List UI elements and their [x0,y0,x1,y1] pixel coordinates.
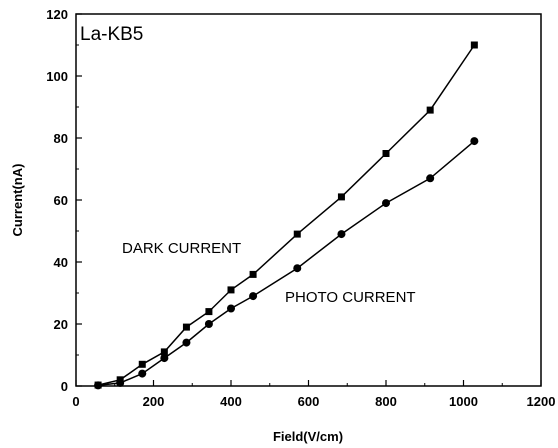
data-point-circle [470,137,479,146]
panel-label: La-KB5 [80,24,143,45]
series-1 [94,137,479,390]
data-point-circle [182,338,191,347]
data-point-square [160,348,168,356]
data-point-circle [227,304,235,313]
data-point-square [182,323,190,331]
series-layer [94,41,479,390]
series-0 [94,41,478,389]
data-point-circle [94,381,103,390]
series-line-0 [97,44,476,386]
data-point-circle [426,174,435,183]
y-tick-label: 100 [46,69,68,84]
x-tick-label: 600 [298,394,320,409]
data-point-square [249,270,257,278]
y-tick-label: 20 [54,317,68,332]
annotation-dark-current: DARK CURRENT [122,240,241,257]
data-point-square [293,230,301,238]
data-point-circle [204,320,213,328]
x-axis-title: Field(V/cm) [273,429,343,444]
x-tick-label: 1000 [449,394,478,409]
data-point-circle [382,199,390,208]
data-point-circle [160,354,169,363]
data-point-square [227,286,235,294]
x-tick-label: 400 [220,394,242,409]
y-tick-label: 0 [61,379,68,394]
x-tick-label: 0 [72,394,79,409]
data-point-square [205,308,213,316]
data-point-circle [138,369,147,378]
x-tick-label: 1200 [527,394,556,409]
x-tick-label: 200 [143,394,165,409]
data-point-square [138,360,146,368]
data-point-square [426,106,434,114]
data-point-circle [249,292,258,301]
data-point-circle [337,230,346,239]
y-tick-label: 60 [54,193,68,208]
data-point-circle [293,264,302,273]
axis-ticks: 0 200 400 600 800 1000 1200 0 20 40 60 80 100 120 [46,7,555,409]
y-tick-label: 120 [46,7,68,22]
series-line-1 [98,140,475,387]
data-point-square [337,193,345,201]
annotation-photo-current: PHOTO CURRENT [285,289,416,306]
y-tick-label: 40 [54,255,68,270]
y-tick-label: 80 [54,131,68,146]
plot-frame [75,13,542,387]
data-point-square [382,150,390,157]
data-point-square [470,41,478,49]
data-point-circle [116,378,125,387]
x-tick-label: 800 [375,394,397,409]
y-axis-title: Current(nA) [10,164,25,237]
